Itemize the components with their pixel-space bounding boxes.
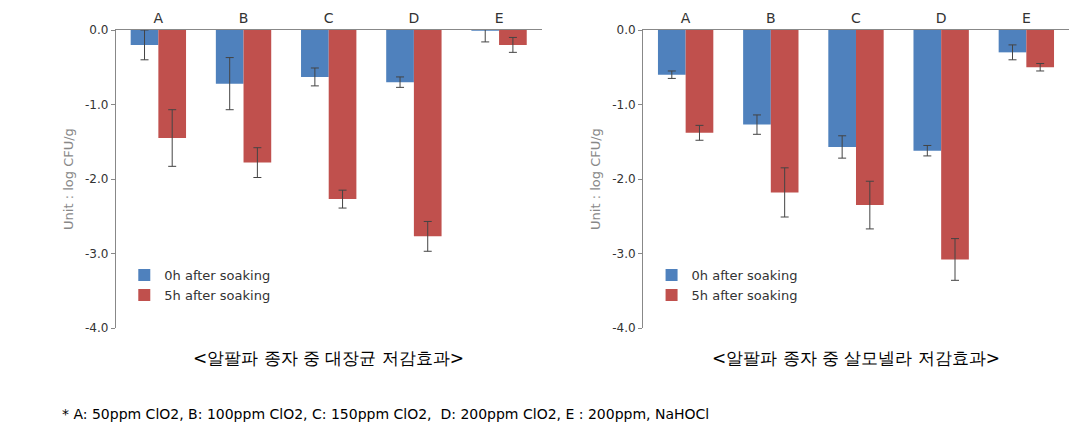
svg-text:0.0: 0.0 (89, 23, 108, 37)
svg-text:E: E (1022, 10, 1031, 26)
svg-text:<알팔파 종자 중 살모넬라 저감효과>: <알팔파 종자 중 살모넬라 저감효과> (712, 348, 1000, 368)
svg-text:-4.0: -4.0 (85, 321, 108, 335)
svg-text:A: A (154, 10, 164, 26)
svg-text:-3.0: -3.0 (85, 247, 108, 261)
svg-text:5h after soaking: 5h after soaking (692, 288, 798, 303)
svg-text:C: C (324, 10, 334, 26)
svg-text:C: C (851, 10, 861, 26)
svg-text:5h after soaking: 5h after soaking (164, 288, 270, 303)
svg-text:Unit : log CFU/g: Unit : log CFU/g (588, 128, 603, 230)
svg-text:0.0: 0.0 (617, 23, 636, 37)
svg-text:B: B (239, 10, 249, 26)
svg-text:<알팔파 종자 중 대장균 저감효과>: <알팔파 종자 중 대장균 저감효과> (193, 348, 464, 368)
svg-text:-1.0: -1.0 (85, 98, 108, 112)
svg-text:A: A (681, 10, 691, 26)
svg-text:* A: 50ppm ClO2, B: 100ppm ClO: * A: 50ppm ClO2, B: 100ppm ClO2, C: 150p… (62, 406, 709, 422)
svg-text:-3.0: -3.0 (612, 247, 635, 261)
svg-text:-4.0: -4.0 (612, 321, 635, 335)
svg-text:D: D (408, 10, 419, 26)
svg-text:-2.0: -2.0 (85, 172, 108, 186)
svg-text:D: D (936, 10, 947, 26)
svg-text:0h after soaking: 0h after soaking (164, 268, 270, 283)
svg-text:0h after soaking: 0h after soaking (692, 268, 798, 283)
svg-text:Unit : log CFU/g: Unit : log CFU/g (61, 128, 76, 230)
svg-text:-2.0: -2.0 (612, 172, 635, 186)
svg-text:B: B (766, 10, 776, 26)
svg-text:E: E (495, 10, 504, 26)
svg-text:-1.0: -1.0 (612, 98, 635, 112)
